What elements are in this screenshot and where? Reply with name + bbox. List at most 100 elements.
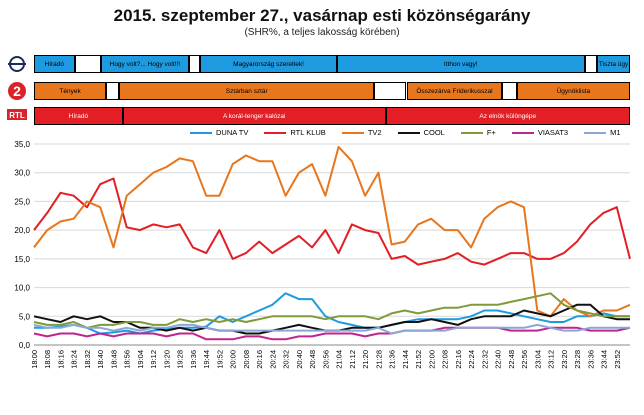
program-block bbox=[374, 82, 407, 100]
program-block: Hogy volt?... Hogy volt!!! bbox=[100, 55, 189, 73]
x-tick-label: 23:52 bbox=[613, 350, 622, 369]
x-tick-label: 23:04 bbox=[533, 350, 542, 369]
x-tick-label: 22:24 bbox=[467, 350, 476, 369]
y-tick-label: 0,0 bbox=[19, 341, 31, 350]
x-tick-label: 21:12 bbox=[348, 350, 357, 369]
legend-item: VIASAT3 bbox=[511, 128, 569, 137]
x-tick-label: 20:48 bbox=[308, 350, 317, 369]
program-block: Tények bbox=[34, 82, 107, 100]
legend-swatch bbox=[460, 131, 483, 134]
svg-text:RTL: RTL bbox=[9, 111, 25, 120]
schedule-band-m1: Híradó Hogy volt?... Hogy volt!!! Magyaror… bbox=[34, 55, 630, 73]
tv2-logo: 2 bbox=[6, 81, 28, 101]
x-tick-label: 22:16 bbox=[454, 350, 463, 369]
chart-subtitle: (SHR%, a teljes lakosság körében) bbox=[244, 27, 400, 38]
chart-legend: DUNA TV RTL KLUB TV2 COOL F+ VIASAT3 M1 bbox=[190, 128, 621, 137]
legend-swatch bbox=[511, 131, 534, 134]
x-tick-label: 18:00 bbox=[30, 350, 39, 369]
legend-label: COOL bbox=[423, 128, 445, 137]
y-tick-label: 35,0 bbox=[14, 140, 30, 149]
program-block: A korál-tenger kalózai bbox=[122, 107, 386, 125]
y-tick-label: 15,0 bbox=[14, 255, 30, 264]
legend-item: TV2 bbox=[341, 128, 382, 137]
legend-label: TV2 bbox=[367, 128, 382, 137]
program-block bbox=[188, 55, 201, 73]
m1-logo bbox=[6, 54, 28, 74]
x-tick-label: 20:16 bbox=[255, 350, 264, 369]
series-line-viasat3 bbox=[33, 326, 631, 341]
legend-item: F+ bbox=[460, 128, 496, 137]
program-block bbox=[584, 55, 598, 73]
program-block: Itthon vagy! bbox=[336, 55, 585, 73]
program-block: Az elnök különgépe bbox=[385, 107, 630, 125]
x-tick-label: 22:00 bbox=[427, 350, 436, 369]
legend-swatch bbox=[190, 131, 212, 134]
x-tick-label: 20:24 bbox=[268, 350, 277, 369]
x-tick-label: 21:20 bbox=[361, 350, 370, 369]
program-block: Ügynöklista bbox=[516, 82, 630, 100]
program-block: Magyarország szeretlek! bbox=[200, 55, 337, 73]
y-tick-label: 30,0 bbox=[14, 169, 30, 178]
schedule-band-rtl-klub: Híradó A korál-tenger kalózai Az elnök kül… bbox=[34, 107, 630, 125]
legend-item: RTL KLUB bbox=[264, 128, 326, 137]
x-tick-label: 21:36 bbox=[388, 350, 397, 369]
svg-text:2: 2 bbox=[13, 83, 21, 99]
x-tick-label: 20:40 bbox=[295, 350, 304, 369]
x-tick-label: 23:12 bbox=[547, 350, 556, 369]
x-tick-label: 21:52 bbox=[414, 350, 423, 369]
program-block: Tiszta ügy bbox=[597, 55, 630, 73]
x-tick-label: 19:20 bbox=[162, 350, 171, 369]
x-tick-label: 19:28 bbox=[176, 350, 185, 369]
x-tick-label: 22:48 bbox=[507, 350, 516, 369]
x-tick-label: 19:12 bbox=[149, 350, 158, 369]
x-tick-label: 18:32 bbox=[83, 350, 92, 369]
series-line-rtl-klub bbox=[33, 177, 631, 266]
legend-label: RTL KLUB bbox=[290, 128, 326, 137]
program-block: Összezárva Friderikusszal bbox=[406, 82, 503, 100]
legend-label: F+ bbox=[486, 128, 496, 137]
x-tick-label: 19:04 bbox=[136, 350, 145, 369]
x-tick-label: 23:36 bbox=[586, 350, 595, 369]
program-block: Híradó bbox=[34, 55, 75, 73]
legend-label: DUNA TV bbox=[216, 128, 249, 137]
x-tick-label: 18:40 bbox=[96, 350, 105, 369]
program-block bbox=[74, 55, 101, 73]
legend-swatch bbox=[397, 131, 420, 134]
x-tick-label: 19:36 bbox=[189, 350, 198, 369]
legend-item: DUNA TV bbox=[190, 128, 248, 137]
series-line-duna-tv bbox=[34, 292, 630, 335]
x-tick-label: 23:44 bbox=[600, 350, 609, 369]
legend-swatch bbox=[264, 131, 287, 134]
series-line-m1 bbox=[33, 323, 630, 335]
y-tick-label: 10,0 bbox=[14, 284, 30, 293]
x-tick-label: 18:56 bbox=[123, 350, 132, 369]
legend-item: COOL bbox=[397, 128, 445, 137]
legend-swatch bbox=[584, 131, 607, 134]
x-tick-label: 18:48 bbox=[109, 350, 118, 369]
x-tick-label: 23:20 bbox=[560, 350, 569, 369]
x-tick-label: 22:40 bbox=[494, 350, 503, 369]
x-tick-label: 20:56 bbox=[321, 350, 330, 369]
rtl-klub-logo: RTL bbox=[6, 106, 28, 126]
x-tick-label: 20:32 bbox=[282, 350, 291, 369]
program-block bbox=[106, 82, 120, 100]
chart-title: 2015. szeptember 27., vasárnap esti közö… bbox=[113, 6, 531, 25]
x-tick-label: 23:28 bbox=[573, 350, 582, 369]
y-tick-label: 25,0 bbox=[14, 197, 30, 206]
x-tick-label: 22:32 bbox=[480, 350, 489, 369]
legend-swatch bbox=[341, 131, 364, 134]
y-tick-label: 5,0 bbox=[19, 312, 31, 321]
x-tick-label: 22:08 bbox=[441, 350, 450, 369]
series-line-f- bbox=[33, 292, 630, 329]
x-tick-label: 19:52 bbox=[215, 350, 224, 369]
x-tick-label: 18:24 bbox=[70, 350, 79, 369]
x-tick-label: 20:08 bbox=[242, 350, 251, 369]
program-block: Híradó bbox=[34, 107, 123, 125]
x-tick-label: 21:28 bbox=[374, 350, 383, 369]
legend-label: M1 bbox=[610, 128, 621, 137]
x-tick-label: 21:44 bbox=[401, 350, 410, 369]
x-tick-label: 18:08 bbox=[43, 350, 52, 369]
legend-label: VIASAT3 bbox=[537, 128, 569, 137]
x-tick-label: 18:16 bbox=[56, 350, 65, 369]
